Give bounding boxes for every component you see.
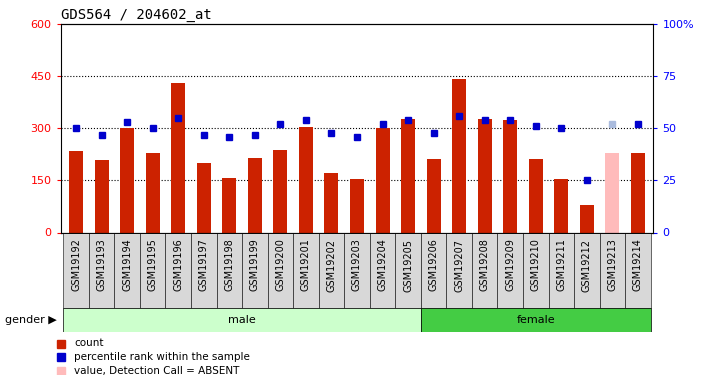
- Bar: [94, 160, 109, 232]
- Bar: [625, 232, 650, 308]
- Bar: [293, 232, 318, 308]
- Text: female: female: [516, 315, 555, 325]
- Text: value, Detection Call = ABSENT: value, Detection Call = ABSENT: [74, 366, 240, 375]
- Text: GSM19203: GSM19203: [352, 238, 362, 291]
- Text: gender ▶: gender ▶: [6, 315, 57, 325]
- Bar: [472, 232, 498, 308]
- Text: male: male: [228, 315, 256, 325]
- Bar: [401, 119, 415, 232]
- Text: GSM19196: GSM19196: [174, 238, 183, 291]
- Bar: [344, 232, 370, 308]
- Text: GSM19194: GSM19194: [122, 238, 132, 291]
- Text: GSM19193: GSM19193: [96, 238, 106, 291]
- Text: GSM19209: GSM19209: [506, 238, 516, 291]
- Bar: [498, 232, 523, 308]
- Bar: [89, 232, 114, 308]
- Bar: [452, 79, 466, 232]
- Bar: [120, 128, 134, 232]
- Text: GSM19205: GSM19205: [403, 238, 413, 291]
- Bar: [248, 158, 262, 232]
- Bar: [268, 232, 293, 308]
- Bar: [478, 119, 492, 232]
- Text: GSM19206: GSM19206: [428, 238, 438, 291]
- Bar: [548, 232, 574, 308]
- Bar: [222, 178, 236, 232]
- Bar: [64, 308, 421, 332]
- Bar: [376, 128, 390, 232]
- Text: GSM19212: GSM19212: [582, 238, 592, 291]
- Text: count: count: [74, 339, 104, 348]
- Bar: [503, 120, 517, 232]
- Bar: [146, 153, 160, 232]
- Bar: [171, 83, 185, 232]
- Text: GSM19199: GSM19199: [250, 238, 260, 291]
- Bar: [554, 179, 568, 232]
- Bar: [631, 153, 645, 232]
- Bar: [166, 232, 191, 308]
- Bar: [273, 150, 288, 232]
- Bar: [114, 232, 140, 308]
- Text: GSM19197: GSM19197: [198, 238, 208, 291]
- Bar: [299, 127, 313, 232]
- Text: GDS564 / 204602_at: GDS564 / 204602_at: [61, 8, 211, 22]
- Text: GSM19208: GSM19208: [480, 238, 490, 291]
- Bar: [421, 308, 650, 332]
- Text: GSM19202: GSM19202: [326, 238, 336, 291]
- Bar: [600, 232, 625, 308]
- Bar: [318, 232, 344, 308]
- Bar: [242, 232, 268, 308]
- Bar: [426, 159, 441, 232]
- Text: GSM19201: GSM19201: [301, 238, 311, 291]
- Text: GSM19198: GSM19198: [224, 238, 234, 291]
- Text: GSM19192: GSM19192: [71, 238, 81, 291]
- Text: GSM19214: GSM19214: [633, 238, 643, 291]
- Bar: [216, 232, 242, 308]
- Bar: [69, 151, 83, 232]
- Bar: [140, 232, 166, 308]
- Bar: [197, 163, 211, 232]
- Bar: [370, 232, 396, 308]
- Bar: [64, 232, 89, 308]
- Text: GSM19211: GSM19211: [556, 238, 566, 291]
- Text: GSM19200: GSM19200: [276, 238, 286, 291]
- Bar: [605, 153, 620, 232]
- Text: GSM19210: GSM19210: [531, 238, 540, 291]
- Bar: [523, 232, 548, 308]
- Bar: [324, 173, 338, 232]
- Text: percentile rank within the sample: percentile rank within the sample: [74, 352, 250, 362]
- Bar: [396, 232, 421, 308]
- Bar: [421, 232, 446, 308]
- Bar: [529, 159, 543, 232]
- Bar: [191, 232, 216, 308]
- Text: GSM19213: GSM19213: [608, 238, 618, 291]
- Bar: [574, 232, 600, 308]
- Bar: [446, 232, 472, 308]
- Bar: [350, 179, 364, 232]
- Text: GSM19207: GSM19207: [454, 238, 464, 291]
- Text: GSM19195: GSM19195: [148, 238, 158, 291]
- Bar: [580, 206, 594, 232]
- Text: GSM19204: GSM19204: [378, 238, 388, 291]
